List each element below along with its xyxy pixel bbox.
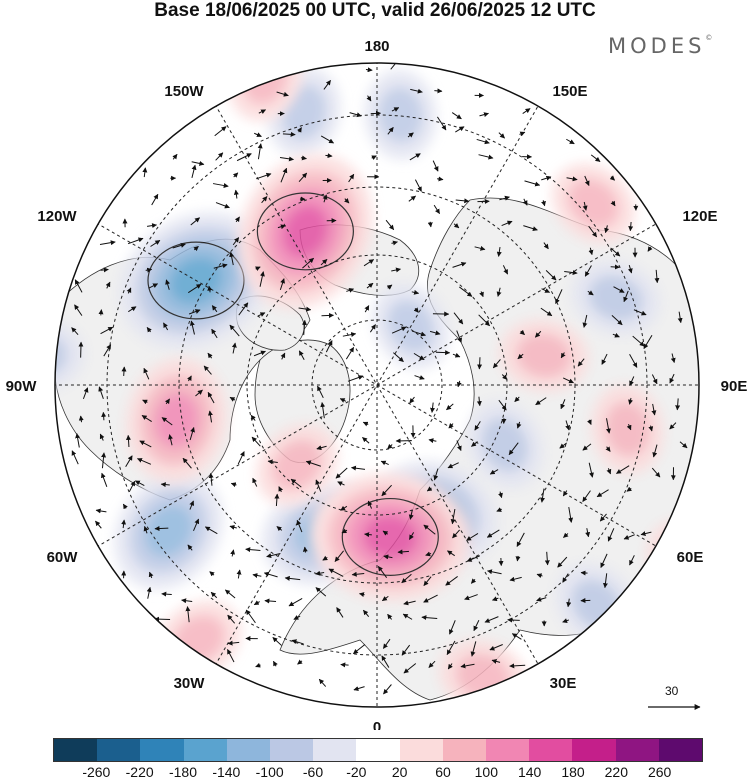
colorbar-tick-label: -20 — [346, 764, 366, 780]
colorbar-cell — [486, 739, 529, 761]
wind-vector — [155, 528, 168, 529]
lon-label-150w: 150W — [164, 83, 204, 100]
colorbar-tick-label: -60 — [303, 764, 323, 780]
colorbar-tick-label: 180 — [561, 764, 584, 780]
wind-vector — [124, 367, 125, 376]
colorbar-tick-label: -140 — [212, 764, 240, 780]
lon-label-180: 180 — [364, 38, 389, 55]
lon-label-90w: 90W — [6, 378, 38, 395]
wind-vector — [479, 357, 480, 369]
colorbar-cell — [529, 739, 572, 761]
colorbar-tick-label: -260 — [82, 764, 110, 780]
colorbar-tick-label: 140 — [518, 764, 541, 780]
lon-label-0: 0 — [373, 719, 381, 730]
colorbar-cell — [659, 739, 702, 761]
colorbar-tick-labels: -260 -220 -180 -140 -100 -60 -20 20 60 100 140 180 2… — [0, 764, 750, 784]
wind-vector — [162, 594, 172, 595]
wind-vector — [508, 620, 520, 621]
colorbar-tick-label: 20 — [392, 764, 408, 780]
wind-vector — [434, 91, 442, 92]
colorbar-cell — [356, 739, 399, 761]
colorbar-tick-label: 220 — [605, 764, 628, 780]
colorbar — [53, 738, 703, 762]
colorbar-cell — [227, 739, 270, 761]
colorbar-tick-label: 100 — [475, 764, 498, 780]
lon-label-90e: 90E — [721, 378, 748, 395]
colorbar-tick-label: -220 — [126, 764, 154, 780]
lon-label-30w: 30W — [174, 675, 206, 692]
colorbar-cell — [400, 739, 443, 761]
wind-vector — [103, 412, 104, 420]
colorbar-cell — [97, 739, 140, 761]
wind-vector — [581, 573, 587, 574]
wind-vector — [366, 70, 372, 71]
map-disk — [0, 23, 739, 727]
colorbar-tick-label: 60 — [435, 764, 451, 780]
wind-vector — [101, 310, 102, 316]
lon-label-150e: 150E — [552, 83, 587, 100]
lon-label-60w: 60W — [47, 549, 79, 566]
colorbar-cell — [270, 739, 313, 761]
colorbar-cell — [184, 739, 227, 761]
lon-label-120w: 120W — [37, 208, 77, 225]
colorbar-cell — [616, 739, 659, 761]
colorbar-cell — [54, 739, 97, 761]
wind-vector — [430, 222, 431, 227]
wind-vector — [341, 664, 349, 665]
colorbar-tick-label: 260 — [648, 764, 671, 780]
colorbar-cell — [572, 739, 615, 761]
lon-label-30e: 30E — [550, 675, 577, 692]
colorbar-cell — [313, 739, 356, 761]
lon-label-120e: 120E — [682, 208, 717, 225]
wind-vector — [611, 267, 620, 268]
colorbar-tick-label: -180 — [169, 764, 197, 780]
vector-scale-label: 30 — [665, 684, 678, 698]
colorbar-cell — [140, 739, 183, 761]
colorbar-tick-label: -100 — [256, 764, 284, 780]
colorbar-cell — [443, 739, 486, 761]
polar-map: 180 0 90W 90E 150W 120W 150E 120E 60W 30… — [0, 0, 750, 730]
lon-label-60e: 60E — [677, 549, 704, 566]
